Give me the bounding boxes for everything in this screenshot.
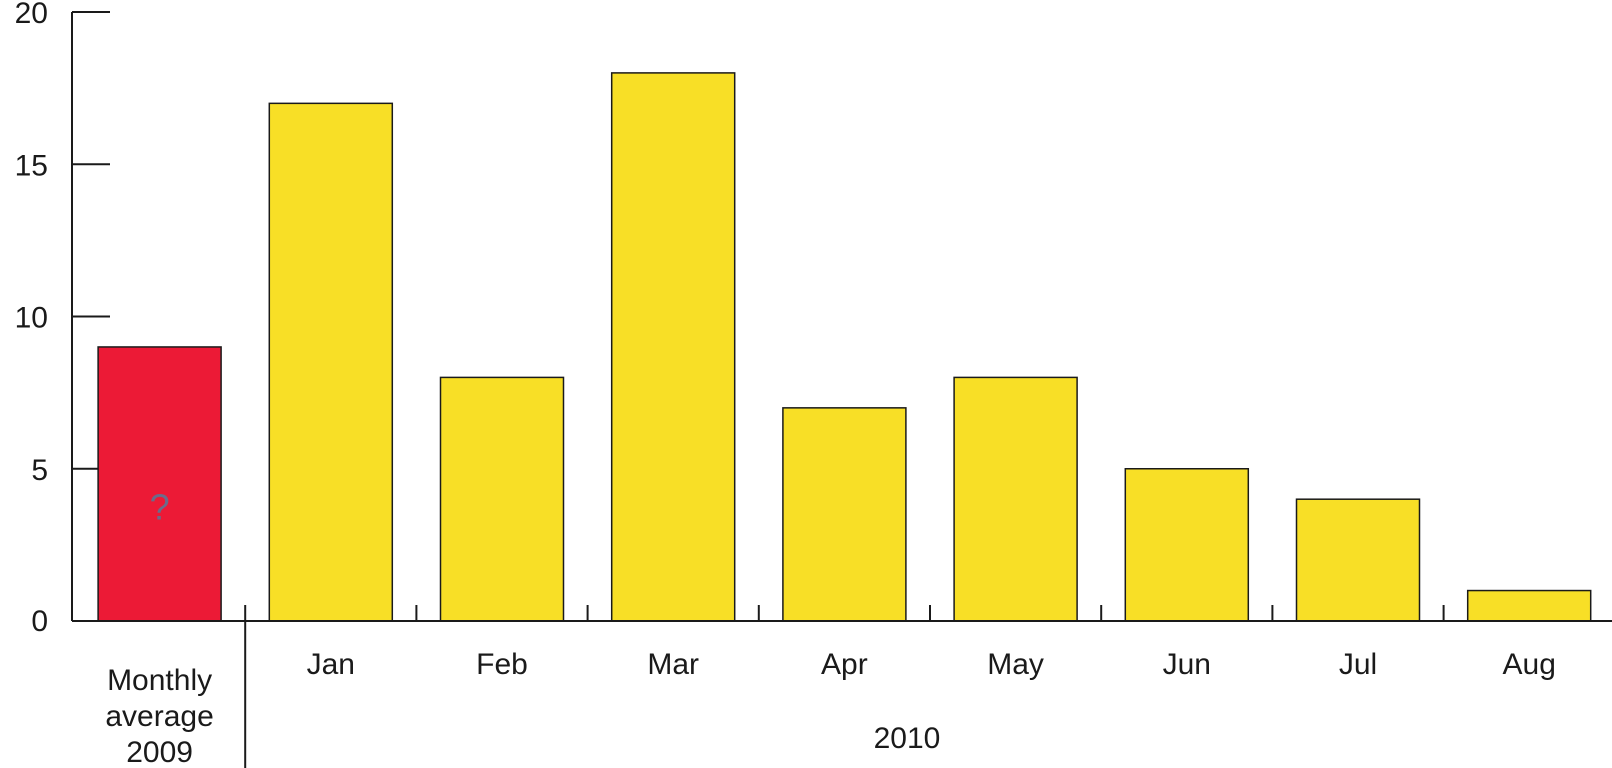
x-tick-label: Jun: [1163, 648, 1211, 681]
y-axis: 0 5 10 15 20: [15, 0, 110, 638]
bar: [953, 376, 1078, 622]
group-label-2010: 2010: [874, 722, 941, 755]
x-tick-label: May: [987, 648, 1044, 681]
y-tick-label: 5: [31, 454, 48, 487]
bar: [782, 407, 907, 622]
bar: [439, 376, 565, 622]
x-tick-label: Apr: [821, 648, 868, 681]
y-tick-label: 15: [15, 149, 48, 182]
x-tick-label: Jan: [307, 648, 355, 681]
x-tick-label: Jul: [1339, 648, 1377, 681]
x-tick-label: Mar: [647, 648, 699, 681]
bar: [1466, 589, 1592, 622]
bar: [268, 102, 394, 622]
x-tick-label: Aug: [1503, 648, 1556, 681]
bar: [97, 346, 222, 622]
x-tick-label: Monthly average 2009: [105, 664, 213, 768]
x-axis: Monthly average 2009 Jan Feb Mar Apr May Jun Jul A…: [72, 605, 1612, 768]
bar: [1295, 498, 1421, 622]
bar-annotation: ?: [150, 487, 170, 528]
y-tick-label: 0: [31, 605, 48, 638]
bar: [610, 72, 736, 622]
bars: ?: [97, 72, 1592, 622]
y-tick-label: 10: [15, 302, 48, 335]
y-tick-label: 20: [15, 0, 48, 30]
bar: [1124, 468, 1250, 622]
x-tick-label: Feb: [476, 648, 528, 681]
